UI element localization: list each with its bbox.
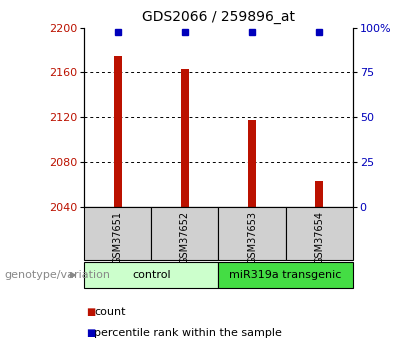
Bar	[151, 207, 218, 260]
Bar	[181, 69, 189, 207]
Text: percentile rank within the sample: percentile rank within the sample	[94, 328, 282, 338]
Bar	[84, 262, 218, 288]
Text: control: control	[132, 270, 171, 280]
Text: GSM37652: GSM37652	[180, 211, 190, 264]
Text: miR319a transgenic: miR319a transgenic	[229, 270, 342, 280]
Bar	[218, 207, 286, 260]
Text: ■: ■	[86, 307, 95, 317]
Bar	[218, 262, 353, 288]
Text: GSM37651: GSM37651	[113, 211, 123, 264]
Bar	[286, 207, 353, 260]
Bar	[248, 119, 256, 207]
Text: count: count	[94, 307, 126, 317]
Bar	[113, 56, 122, 207]
Bar	[84, 207, 151, 260]
Text: genotype/variation: genotype/variation	[4, 270, 110, 280]
Text: ■: ■	[86, 328, 95, 338]
Text: GSM37653: GSM37653	[247, 211, 257, 264]
Bar	[315, 181, 323, 207]
Text: GSM37654: GSM37654	[314, 211, 324, 264]
Title: GDS2066 / 259896_at: GDS2066 / 259896_at	[142, 10, 295, 24]
